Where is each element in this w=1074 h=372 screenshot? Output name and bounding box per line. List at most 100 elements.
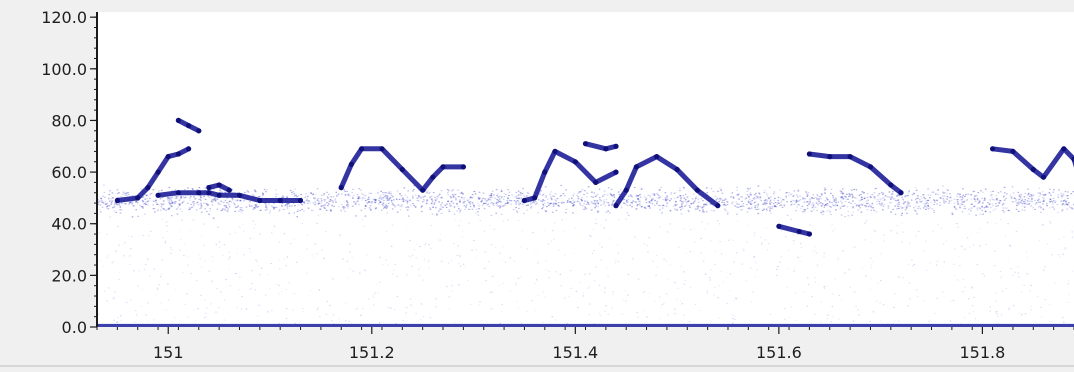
noise-speck: [1040, 306, 1042, 308]
call-point: [175, 117, 181, 123]
noise-speck: [393, 269, 395, 271]
noise-speck: [865, 206, 867, 208]
noise-speck: [309, 289, 312, 291]
noise-speck: [720, 189, 723, 191]
noise-speck: [625, 322, 627, 324]
noise-speck: [646, 244, 648, 246]
noise-speck: [757, 196, 759, 198]
noise-speck: [829, 205, 831, 207]
noise-speck: [694, 199, 696, 201]
noise-speck: [234, 231, 236, 233]
noise-speck: [306, 272, 308, 274]
noise-speck: [429, 317, 432, 319]
noise-speck: [276, 193, 279, 196]
noise-speck: [462, 201, 464, 203]
noise-speck: [663, 302, 665, 304]
noise-speck: [281, 204, 283, 207]
noise-speck: [749, 201, 752, 203]
noise-speck: [347, 203, 349, 205]
noise-speck: [703, 204, 705, 206]
noise-speck: [469, 196, 472, 198]
noise-speck: [626, 212, 628, 214]
noise-speck: [593, 192, 596, 194]
noise-speck: [908, 202, 911, 204]
noise-speck: [234, 272, 236, 274]
noise-speck: [473, 204, 475, 207]
noise-speck: [939, 202, 941, 204]
noise-speck: [124, 203, 126, 205]
noise-speck: [723, 203, 726, 206]
noise-speck: [385, 197, 387, 199]
noise-speck: [641, 206, 643, 208]
noise-speck: [500, 190, 503, 193]
noise-speck: [553, 238, 555, 240]
noise-speck: [881, 197, 884, 199]
noise-speck: [498, 200, 500, 203]
noise-speck: [673, 197, 676, 199]
noise-speck: [267, 311, 269, 313]
noise-speck: [1042, 197, 1044, 199]
noise-speck: [478, 208, 480, 210]
noise-speck: [863, 197, 866, 200]
noise-speck: [741, 205, 743, 207]
noise-speck: [418, 275, 421, 277]
noise-speck: [346, 200, 348, 202]
noise-speck: [797, 204, 799, 206]
noise-speck: [183, 197, 186, 199]
noise-speck: [554, 193, 557, 195]
noise-speck: [738, 198, 740, 200]
noise-speck: [946, 193, 948, 195]
noise-speck: [636, 204, 639, 206]
noise-speck: [200, 294, 202, 296]
noise-speck: [736, 206, 738, 208]
noise-speck: [510, 200, 513, 202]
noise-speck: [195, 280, 198, 282]
noise-speck: [532, 202, 534, 204]
noise-speck: [119, 209, 121, 211]
call-point: [155, 169, 161, 175]
call-point: [165, 154, 171, 160]
noise-speck: [831, 202, 833, 204]
noise-speck: [588, 303, 591, 305]
noise-speck: [572, 205, 574, 207]
noise-speck: [573, 201, 575, 203]
noise-speck: [381, 203, 384, 206]
noise-speck: [212, 217, 215, 219]
noise-speck: [961, 211, 964, 213]
noise-speck: [733, 318, 736, 320]
noise-speck: [265, 205, 267, 207]
noise-speck: [487, 198, 490, 200]
noise-speck: [171, 201, 173, 203]
noise-speck: [379, 281, 381, 283]
noise-speck: [436, 198, 438, 200]
noise-speck: [719, 241, 721, 243]
noise-speck: [111, 262, 113, 264]
noise-speck: [851, 195, 854, 197]
noise-speck: [132, 205, 135, 207]
noise-speck: [255, 191, 257, 193]
noise-speck: [968, 246, 971, 248]
noise-speck: [994, 250, 996, 252]
noise-speck: [421, 205, 423, 208]
noise-speck: [491, 307, 493, 309]
noise-speck: [171, 202, 174, 204]
noise-speck: [684, 205, 686, 207]
noise-speck: [1046, 204, 1048, 206]
noise-speck: [754, 206, 756, 208]
noise-speck: [674, 204, 677, 206]
noise-speck: [857, 309, 859, 311]
noise-speck: [600, 200, 603, 202]
noise-speck: [183, 255, 185, 257]
noise-speck: [415, 257, 417, 259]
noise-speck: [1004, 207, 1007, 209]
noise-speck: [971, 286, 973, 288]
noise-speck: [956, 203, 959, 206]
noise-speck: [603, 199, 605, 201]
noise-speck: [278, 259, 281, 261]
noise-speck: [996, 310, 998, 312]
noise-speck: [971, 305, 974, 307]
noise-speck: [953, 263, 955, 265]
noise-speck: [914, 205, 917, 207]
noise-speck: [107, 255, 109, 257]
noise-speck: [175, 197, 178, 199]
